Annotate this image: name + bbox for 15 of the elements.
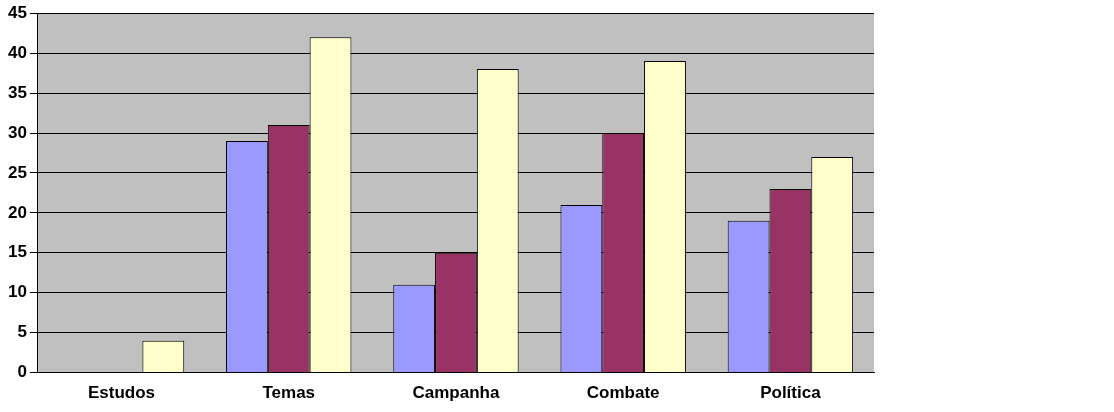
x-tick-label: Estudos xyxy=(87,383,156,403)
x-tick-label: Temas xyxy=(262,383,316,403)
x-tick-label: Campanha xyxy=(412,383,500,403)
y-tick-label: 40 xyxy=(7,42,27,62)
y-tick-label: 45 xyxy=(7,2,27,22)
y-tick-label: 25 xyxy=(7,162,27,182)
y-tick-label: 10 xyxy=(7,282,27,302)
x-tick-label: Política xyxy=(760,383,822,403)
y-tick-label: 35 xyxy=(7,82,27,102)
x-tick-label: Combate xyxy=(586,383,660,403)
y-tick-label: 20 xyxy=(7,202,27,222)
y-tick-label: 15 xyxy=(7,242,27,262)
y-tick-label: 5 xyxy=(17,322,27,342)
y-tick-label: 30 xyxy=(7,122,27,142)
y-tick-label: 0 xyxy=(17,362,27,382)
